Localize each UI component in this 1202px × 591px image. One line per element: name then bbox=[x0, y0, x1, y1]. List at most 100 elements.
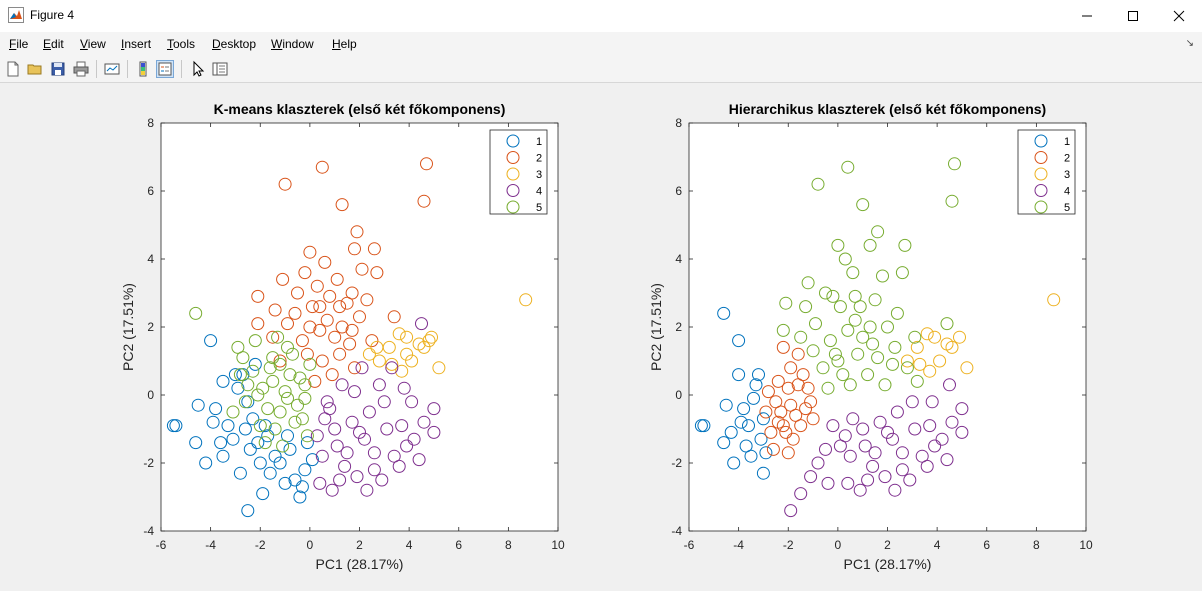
menu-help[interactable]: Help bbox=[332, 37, 357, 51]
data-point bbox=[189, 306, 203, 320]
data-point bbox=[823, 334, 837, 348]
data-point bbox=[940, 453, 954, 467]
menu-file[interactable]: File bbox=[9, 37, 29, 51]
data-point bbox=[300, 436, 314, 450]
data-point bbox=[694, 419, 708, 433]
legend[interactable]: 1 2 3 4 5 bbox=[489, 129, 548, 215]
y-axis-label: PC2 (17.51%) bbox=[648, 283, 664, 371]
data-point bbox=[313, 300, 327, 314]
legend-button[interactable] bbox=[156, 60, 174, 78]
data-point bbox=[315, 160, 329, 174]
data-point bbox=[288, 415, 302, 429]
data-point bbox=[320, 313, 334, 327]
data-point bbox=[833, 300, 847, 314]
x-tick-label: 4 bbox=[406, 538, 413, 552]
menu-edit[interactable]: Edit bbox=[43, 37, 64, 51]
data-point bbox=[747, 391, 760, 405]
data-point bbox=[365, 334, 379, 348]
data-point bbox=[799, 300, 813, 314]
pointer-icon[interactable] bbox=[188, 60, 206, 78]
data-point bbox=[724, 425, 738, 439]
data-point bbox=[310, 429, 324, 443]
data-point bbox=[251, 388, 265, 402]
data-point bbox=[856, 422, 870, 436]
data-point bbox=[238, 422, 252, 436]
data-point bbox=[943, 378, 956, 392]
maximize-button[interactable] bbox=[1110, 0, 1156, 32]
data-point bbox=[348, 242, 361, 256]
data-point bbox=[417, 194, 431, 208]
data-point bbox=[940, 317, 954, 331]
data-point bbox=[283, 368, 297, 382]
property-inspector-icon[interactable] bbox=[211, 60, 229, 78]
data-point bbox=[298, 391, 312, 405]
new-figure-icon[interactable] bbox=[4, 60, 22, 78]
data-point bbox=[241, 504, 255, 518]
data-point bbox=[271, 330, 285, 344]
data-point bbox=[811, 177, 825, 191]
data-point bbox=[866, 337, 880, 351]
data-point bbox=[856, 330, 870, 344]
data-point bbox=[756, 412, 770, 426]
data-point bbox=[871, 225, 885, 239]
menu-window[interactable]: Window bbox=[271, 37, 314, 51]
menu-view[interactable]: View bbox=[80, 37, 106, 51]
data-point bbox=[348, 385, 361, 399]
x-axis-label: PC1 (28.17%) bbox=[316, 556, 404, 572]
toolbar-separator bbox=[181, 60, 182, 78]
x-tick-label: 8 bbox=[1033, 538, 1040, 552]
data-point bbox=[273, 354, 287, 368]
data-point bbox=[335, 198, 349, 212]
data-point bbox=[166, 419, 180, 433]
data-point bbox=[325, 483, 339, 497]
data-point bbox=[385, 361, 399, 375]
colorbar-icon[interactable] bbox=[134, 60, 152, 78]
menu-desktop[interactable]: Desktop bbox=[212, 37, 257, 51]
data-point bbox=[246, 364, 260, 378]
data-point bbox=[320, 395, 334, 409]
print-icon[interactable] bbox=[72, 60, 90, 78]
data-point bbox=[819, 442, 832, 456]
dock-arrow-icon[interactable]: ↘ bbox=[1185, 38, 1194, 49]
menu-tools[interactable]: Tools bbox=[167, 37, 196, 51]
data-point bbox=[923, 419, 937, 433]
x-tick-label: -6 bbox=[156, 538, 167, 552]
data-point bbox=[216, 449, 230, 463]
x-tick-label: -4 bbox=[733, 538, 744, 552]
data-point bbox=[886, 357, 899, 371]
y-tick-label: -4 bbox=[143, 524, 154, 538]
data-point bbox=[717, 436, 731, 450]
legend[interactable]: 1 2 3 4 5 bbox=[1017, 129, 1076, 215]
data-point bbox=[771, 415, 785, 429]
data-point bbox=[278, 385, 292, 399]
data-point bbox=[298, 463, 312, 477]
data-point bbox=[861, 368, 875, 382]
window-titlebar: Figure 4 bbox=[0, 0, 1202, 33]
open-file-icon[interactable] bbox=[26, 60, 44, 78]
series-1 bbox=[694, 306, 773, 480]
save-icon[interactable] bbox=[49, 60, 67, 78]
menu-insert[interactable]: Insert bbox=[121, 37, 152, 51]
data-point bbox=[863, 320, 877, 334]
data-point bbox=[719, 398, 733, 412]
close-button[interactable] bbox=[1156, 0, 1202, 32]
data-point bbox=[717, 306, 731, 320]
legend-entry: 2 bbox=[1064, 153, 1070, 165]
link-plot-icon[interactable] bbox=[103, 60, 121, 78]
maximize-icon bbox=[1128, 11, 1138, 21]
data-point bbox=[868, 293, 882, 307]
data-point bbox=[305, 453, 319, 467]
y-tick-label: 4 bbox=[147, 252, 154, 266]
data-point bbox=[318, 255, 332, 269]
minimize-button[interactable] bbox=[1064, 0, 1110, 32]
data-point bbox=[189, 436, 203, 450]
data-point bbox=[268, 449, 282, 463]
data-point bbox=[821, 476, 835, 490]
data-point bbox=[300, 347, 314, 361]
data-point bbox=[427, 402, 441, 416]
x-tick-label: 10 bbox=[551, 538, 565, 552]
data-point bbox=[343, 337, 357, 351]
data-point bbox=[841, 323, 855, 337]
data-point bbox=[313, 476, 327, 490]
